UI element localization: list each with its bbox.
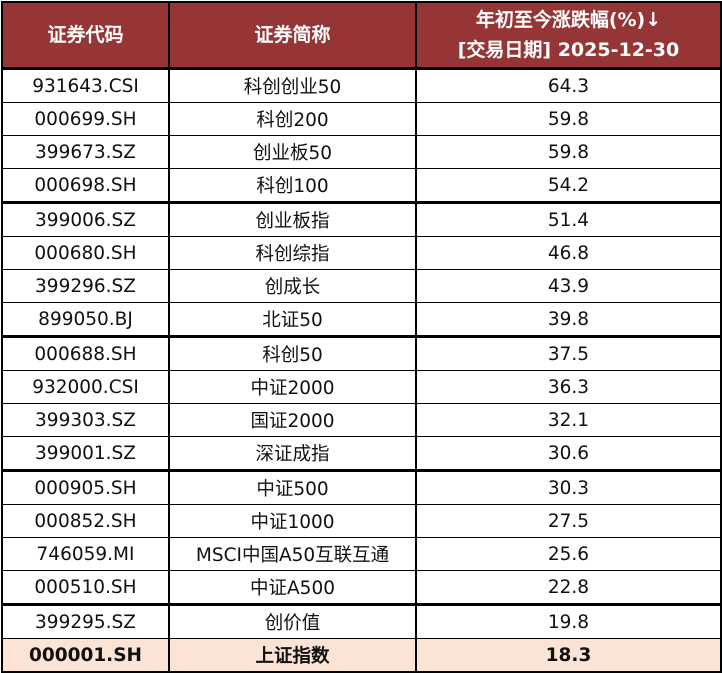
header-ytd-change[interactable]: 年初至今涨跌幅(%)↓ [交易日期] 2025-12-30: [415, 1, 722, 70]
table-row: 000698.SH 科创100 54.2: [1, 168, 722, 204]
cell-name: 科创50: [168, 336, 417, 371]
cell-code: 000905.SH: [1, 470, 170, 505]
cell-change: 64.3: [415, 68, 722, 103]
cell-change: 39.8: [415, 302, 722, 338]
cell-name: 科创200: [168, 102, 417, 136]
table-row: 000510.SH 中证A500 22.8: [1, 570, 722, 606]
table-row: 399295.SZ 创价值 19.8: [1, 604, 722, 639]
cell-change: 46.8: [415, 236, 722, 270]
table-row: 746059.MI MSCI中国A50互联互通 25.6: [1, 537, 722, 571]
cell-name: MSCI中国A50互联互通: [168, 537, 417, 571]
cell-code: 399296.SZ: [1, 269, 170, 303]
table-row: 932000.CSI 中证2000 36.3: [1, 370, 722, 404]
cell-change: 59.8: [415, 135, 722, 169]
cell-name: 创业板50: [168, 135, 417, 169]
cell-code: 399001.SZ: [1, 436, 170, 472]
cell-name: 科创综指: [168, 236, 417, 270]
cell-name: 科创创业50: [168, 68, 417, 103]
cell-name: 中证500: [168, 470, 417, 505]
table-row: 931643.CSI 科创创业50 64.3: [1, 68, 722, 103]
table-row: 399296.SZ 创成长 43.9: [1, 269, 722, 303]
cell-change: 22.8: [415, 570, 722, 606]
cell-change: 30.3: [415, 470, 722, 505]
cell-code: 399295.SZ: [1, 604, 170, 639]
table-row: 000688.SH 科创50 37.5: [1, 336, 722, 371]
cell-code: 746059.MI: [1, 537, 170, 571]
cell-change: 37.5: [415, 336, 722, 371]
cell-change: 27.5: [415, 504, 722, 538]
cell-change: 32.1: [415, 403, 722, 437]
cell-change: 51.4: [415, 202, 722, 237]
cell-code: 000510.SH: [1, 570, 170, 606]
table-row: 399303.SZ 国证2000 32.1: [1, 403, 722, 437]
table-row: 399006.SZ 创业板指 51.4: [1, 202, 722, 237]
cell-code: 399006.SZ: [1, 202, 170, 237]
cell-code: 000699.SH: [1, 102, 170, 136]
cell-code: 000698.SH: [1, 168, 170, 204]
cell-name: 国证2000: [168, 403, 417, 437]
table-row: 000905.SH 中证500 30.3: [1, 470, 722, 505]
cell-change: 43.9: [415, 269, 722, 303]
cell-code: 000680.SH: [1, 236, 170, 270]
cell-code: 000852.SH: [1, 504, 170, 538]
cell-change: 36.3: [415, 370, 722, 404]
header-code[interactable]: 证券代码: [1, 1, 170, 70]
cell-name: 创成长: [168, 269, 417, 303]
cell-name: 中证1000: [168, 504, 417, 538]
cell-change: 59.8: [415, 102, 722, 136]
cell-name: 创业板指: [168, 202, 417, 237]
cell-code: 931643.CSI: [1, 68, 170, 103]
table-row: 000699.SH 科创200 59.8: [1, 102, 722, 136]
cell-name: 科创100: [168, 168, 417, 204]
cell-name: 深证成指: [168, 436, 417, 472]
cell-code: 932000.CSI: [1, 370, 170, 404]
cell-code: 899050.BJ: [1, 302, 170, 338]
table-row: 000680.SH 科创综指 46.8: [1, 236, 722, 270]
table-row: 399673.SZ 创业板50 59.8: [1, 135, 722, 169]
header-ytd-change-title: 年初至今涨跌幅(%)↓: [475, 9, 662, 31]
cell-code: 000688.SH: [1, 336, 170, 371]
header-name[interactable]: 证券简称: [168, 1, 417, 70]
cell-name: 北证50: [168, 302, 417, 338]
cell-name: 创价值: [168, 604, 417, 639]
cell-change: 25.6: [415, 537, 722, 571]
table-row: 399001.SZ 深证成指 30.6: [1, 436, 722, 472]
cell-code: 399673.SZ: [1, 135, 170, 169]
header-row: 证券代码 证券简称 年初至今涨跌幅(%)↓ [交易日期] 2025-12-30: [1, 1, 722, 70]
table-row: 899050.BJ 北证50 39.8: [1, 302, 722, 338]
cell-change: 54.2: [415, 168, 722, 204]
header-trade-date: [交易日期] 2025-12-30: [457, 39, 680, 61]
table-row: 000852.SH 中证1000 27.5: [1, 504, 722, 538]
cell-name: 中证2000: [168, 370, 417, 404]
cell-change: 30.6: [415, 436, 722, 472]
cell-name: 中证A500: [168, 570, 417, 606]
cell-code: 399303.SZ: [1, 403, 170, 437]
cell-change: 19.8: [415, 604, 722, 639]
